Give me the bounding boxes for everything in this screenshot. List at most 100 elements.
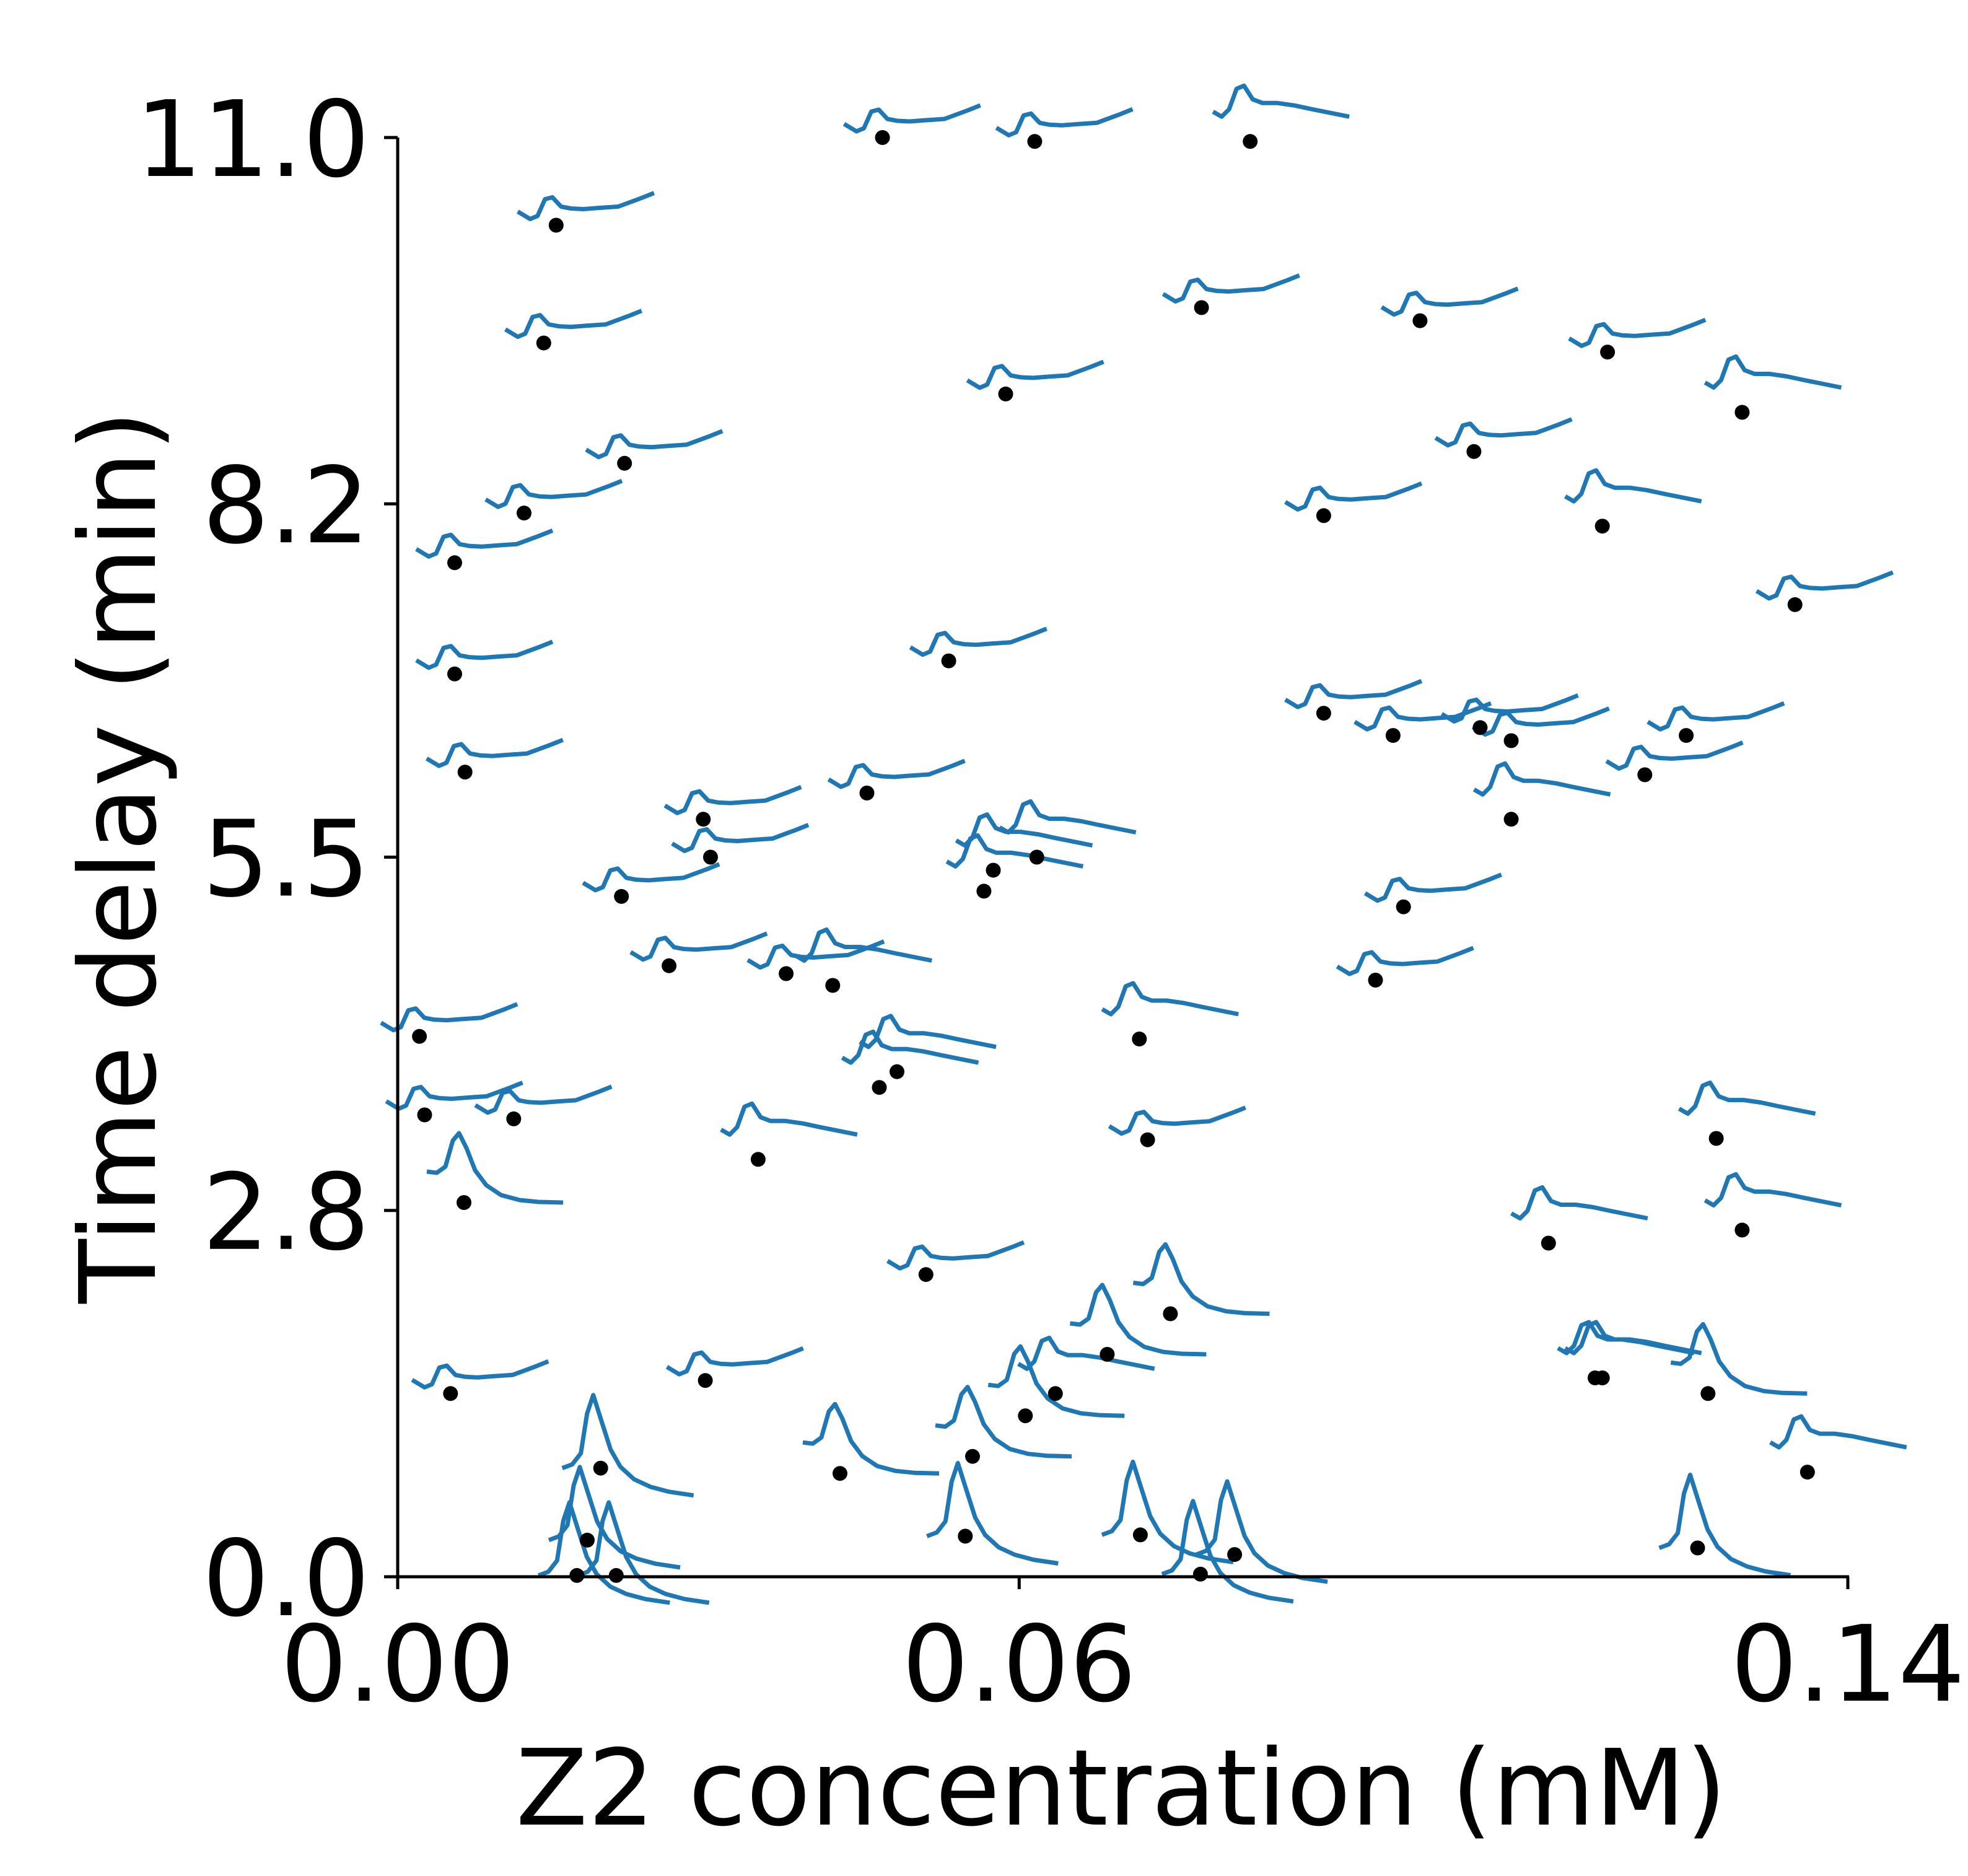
response-trace-41 <box>1101 981 1239 1017</box>
response-trace-61 <box>987 1344 1125 1418</box>
data-point-6 <box>1194 300 1209 315</box>
data-point-46 <box>750 1152 766 1167</box>
data-point-62 <box>965 1449 980 1464</box>
response-trace-21 <box>1354 701 1492 732</box>
x-tick-label: 0.00 <box>281 1603 515 1726</box>
data-point-66 <box>958 1528 973 1544</box>
response-trace-7 <box>1380 286 1519 317</box>
response-trace-10 <box>966 359 1104 390</box>
data-point-23 <box>1503 733 1519 748</box>
data-point-37 <box>779 966 794 981</box>
response-trace-27 <box>827 758 966 789</box>
response-trace-54 <box>1069 1282 1207 1357</box>
response-trace-38 <box>794 927 932 963</box>
response-trace-1 <box>842 103 981 134</box>
y-tick-label: 8.2 <box>203 445 370 568</box>
response-trace-11 <box>1434 417 1573 448</box>
response-trace-50 <box>1703 1172 1842 1208</box>
data-point-21 <box>1385 728 1401 743</box>
y-axis-title: Time delay (min) <box>58 410 180 1304</box>
response-trace-67 <box>1101 1459 1234 1564</box>
data-point-22 <box>1472 720 1488 735</box>
response-trace-2 <box>995 107 1134 138</box>
response-trace-14 <box>1284 481 1423 512</box>
data-point-49 <box>457 1195 471 1210</box>
response-trace-9 <box>1703 354 1842 390</box>
data-point-51 <box>1541 1235 1556 1251</box>
data-point-26 <box>1637 767 1653 782</box>
response-trace-12 <box>585 429 724 460</box>
points-layer <box>412 130 1815 1583</box>
data-point-58 <box>1594 1370 1610 1385</box>
data-point-4 <box>548 217 564 233</box>
response-trace-32 <box>998 799 1137 835</box>
response-trace-3 <box>1212 83 1350 119</box>
data-point-40 <box>412 1028 427 1044</box>
data-point-14 <box>1316 508 1331 524</box>
data-point-36 <box>662 958 677 973</box>
response-trace-28 <box>1472 761 1611 797</box>
data-point-9 <box>1734 405 1750 420</box>
response-trace-56 <box>665 1346 804 1377</box>
data-point-32 <box>1029 849 1044 865</box>
response-trace-48 <box>1677 1080 1816 1116</box>
traces-layer <box>380 83 1907 1605</box>
data-point-12 <box>617 455 632 471</box>
data-point-73 <box>1192 1566 1208 1582</box>
x-tick-label: 0.14 <box>1731 1603 1966 1726</box>
data-point-44 <box>417 1107 432 1123</box>
data-point-53 <box>1163 1306 1178 1322</box>
data-point-61 <box>1018 1408 1033 1424</box>
data-point-55 <box>443 1386 458 1401</box>
data-point-48 <box>1708 1131 1724 1146</box>
x-axis-title: Z2 concentration (mM) <box>516 1727 1727 1850</box>
response-trace-43 <box>841 1029 979 1065</box>
data-point-27 <box>859 786 875 800</box>
response-trace-47 <box>1108 1105 1246 1136</box>
response-trace-19 <box>909 626 1047 657</box>
data-point-18 <box>447 666 462 682</box>
response-trace-15 <box>1563 468 1702 504</box>
response-trace-16 <box>415 528 554 559</box>
response-trace-66 <box>926 1461 1059 1566</box>
data-point-50 <box>1734 1222 1750 1238</box>
response-trace-70 <box>1658 1473 1791 1577</box>
response-trace-29 <box>663 785 802 815</box>
response-trace-49 <box>426 1131 564 1205</box>
y-ticks: 0.0 2.8 5.5 8.2 11.0 <box>135 79 398 1641</box>
response-trace-23 <box>1471 706 1610 737</box>
data-point-41 <box>1132 1032 1147 1046</box>
data-point-43 <box>872 1080 887 1095</box>
response-trace-46 <box>720 1101 858 1137</box>
response-trace-64 <box>1769 1414 1907 1450</box>
response-trace-53 <box>1132 1242 1270 1316</box>
data-point-29 <box>696 812 711 827</box>
response-trace-72 <box>577 1500 710 1605</box>
data-point-47 <box>1140 1132 1155 1147</box>
response-trace-34 <box>582 862 720 893</box>
data-point-64 <box>1800 1465 1815 1480</box>
data-point-20 <box>1316 706 1331 721</box>
response-trace-33 <box>945 833 1084 869</box>
y-tick-label: 2.8 <box>203 1152 370 1274</box>
x-ticks: 0.00 0.06 0.14 <box>281 1577 1966 1726</box>
response-trace-59 <box>1670 1322 1808 1396</box>
data-point-33 <box>976 883 992 899</box>
data-point-17 <box>1787 597 1803 612</box>
data-point-24 <box>1679 728 1694 743</box>
data-point-65 <box>593 1460 608 1476</box>
data-point-10 <box>998 386 1013 401</box>
data-point-52 <box>918 1267 934 1282</box>
x-tick-label: 0.06 <box>902 1603 1137 1726</box>
data-point-56 <box>698 1373 713 1388</box>
data-point-42 <box>890 1064 904 1079</box>
y-tick-label: 11.0 <box>135 79 370 201</box>
response-trace-44 <box>385 1080 523 1111</box>
response-trace-52 <box>886 1240 1025 1271</box>
data-point-8 <box>1600 344 1616 360</box>
response-trace-65 <box>561 1393 694 1498</box>
data-point-69 <box>580 1532 595 1548</box>
response-trace-36 <box>629 931 768 962</box>
data-point-5 <box>536 335 551 351</box>
